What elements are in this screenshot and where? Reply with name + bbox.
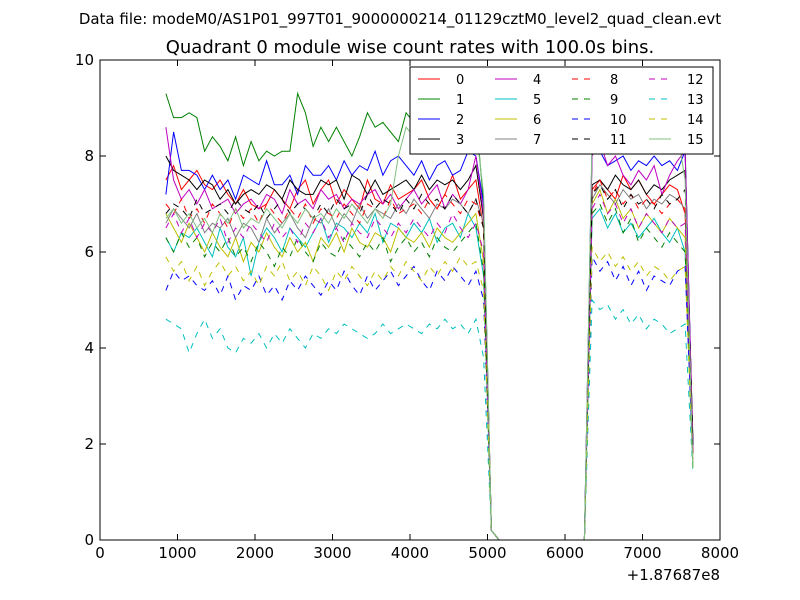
series-line-2 bbox=[165, 131, 694, 540]
x-tick-label: 4000 bbox=[391, 544, 429, 562]
y-tick-label: 6 bbox=[84, 243, 94, 261]
legend-label: 10 bbox=[610, 113, 627, 128]
legend-label: 11 bbox=[610, 133, 627, 148]
x-tick-label: 6000 bbox=[546, 544, 584, 562]
legend-label: 5 bbox=[533, 93, 541, 108]
legend-label: 9 bbox=[610, 93, 618, 108]
series-line-11 bbox=[165, 183, 694, 540]
y-tick-label: 8 bbox=[84, 147, 94, 165]
y-tick-label: 0 bbox=[84, 531, 94, 549]
legend-label: 15 bbox=[687, 133, 704, 148]
series-line-3 bbox=[165, 155, 694, 540]
legend-label: 12 bbox=[687, 73, 704, 88]
series-line-7 bbox=[165, 183, 694, 540]
x-offset-label: +1.87687e8 bbox=[627, 566, 720, 584]
series-line-9 bbox=[165, 203, 694, 540]
legend-label: 7 bbox=[533, 133, 541, 148]
series-line-10 bbox=[165, 254, 694, 540]
series-line-6 bbox=[165, 188, 694, 540]
series-line-4 bbox=[165, 127, 694, 540]
series-line-12 bbox=[165, 193, 694, 540]
legend-label: 13 bbox=[687, 93, 704, 108]
series-line-13 bbox=[165, 298, 694, 540]
legend-label: 1 bbox=[456, 93, 464, 108]
x-tick-label: 8000 bbox=[701, 544, 739, 562]
x-tick-label: 7000 bbox=[623, 544, 661, 562]
x-tick-label: 0 bbox=[95, 544, 105, 562]
x-tick-label: 1000 bbox=[158, 544, 196, 562]
legend-label: 6 bbox=[533, 113, 541, 128]
legend-label: 3 bbox=[456, 133, 464, 148]
x-tick-label: 5000 bbox=[468, 544, 506, 562]
y-tick-label: 2 bbox=[84, 435, 94, 453]
legend-label: 8 bbox=[610, 73, 618, 88]
chart-title: Quadrant 0 module wise count rates with … bbox=[166, 37, 655, 58]
legend-label: 4 bbox=[533, 73, 541, 88]
series-line-8 bbox=[165, 178, 694, 540]
legend-label: 14 bbox=[687, 113, 704, 128]
legend-label: 0 bbox=[456, 73, 464, 88]
legend-label: 2 bbox=[456, 113, 464, 128]
x-tick-label: 3000 bbox=[313, 544, 351, 562]
x-tick-label: 2000 bbox=[236, 544, 274, 562]
y-tick-label: 10 bbox=[75, 51, 94, 69]
series-line-14 bbox=[165, 245, 694, 540]
y-tick-label: 4 bbox=[84, 339, 94, 357]
figure-suptitle: Data file: modeM0/AS1P01_997T01_90000002… bbox=[79, 10, 721, 29]
